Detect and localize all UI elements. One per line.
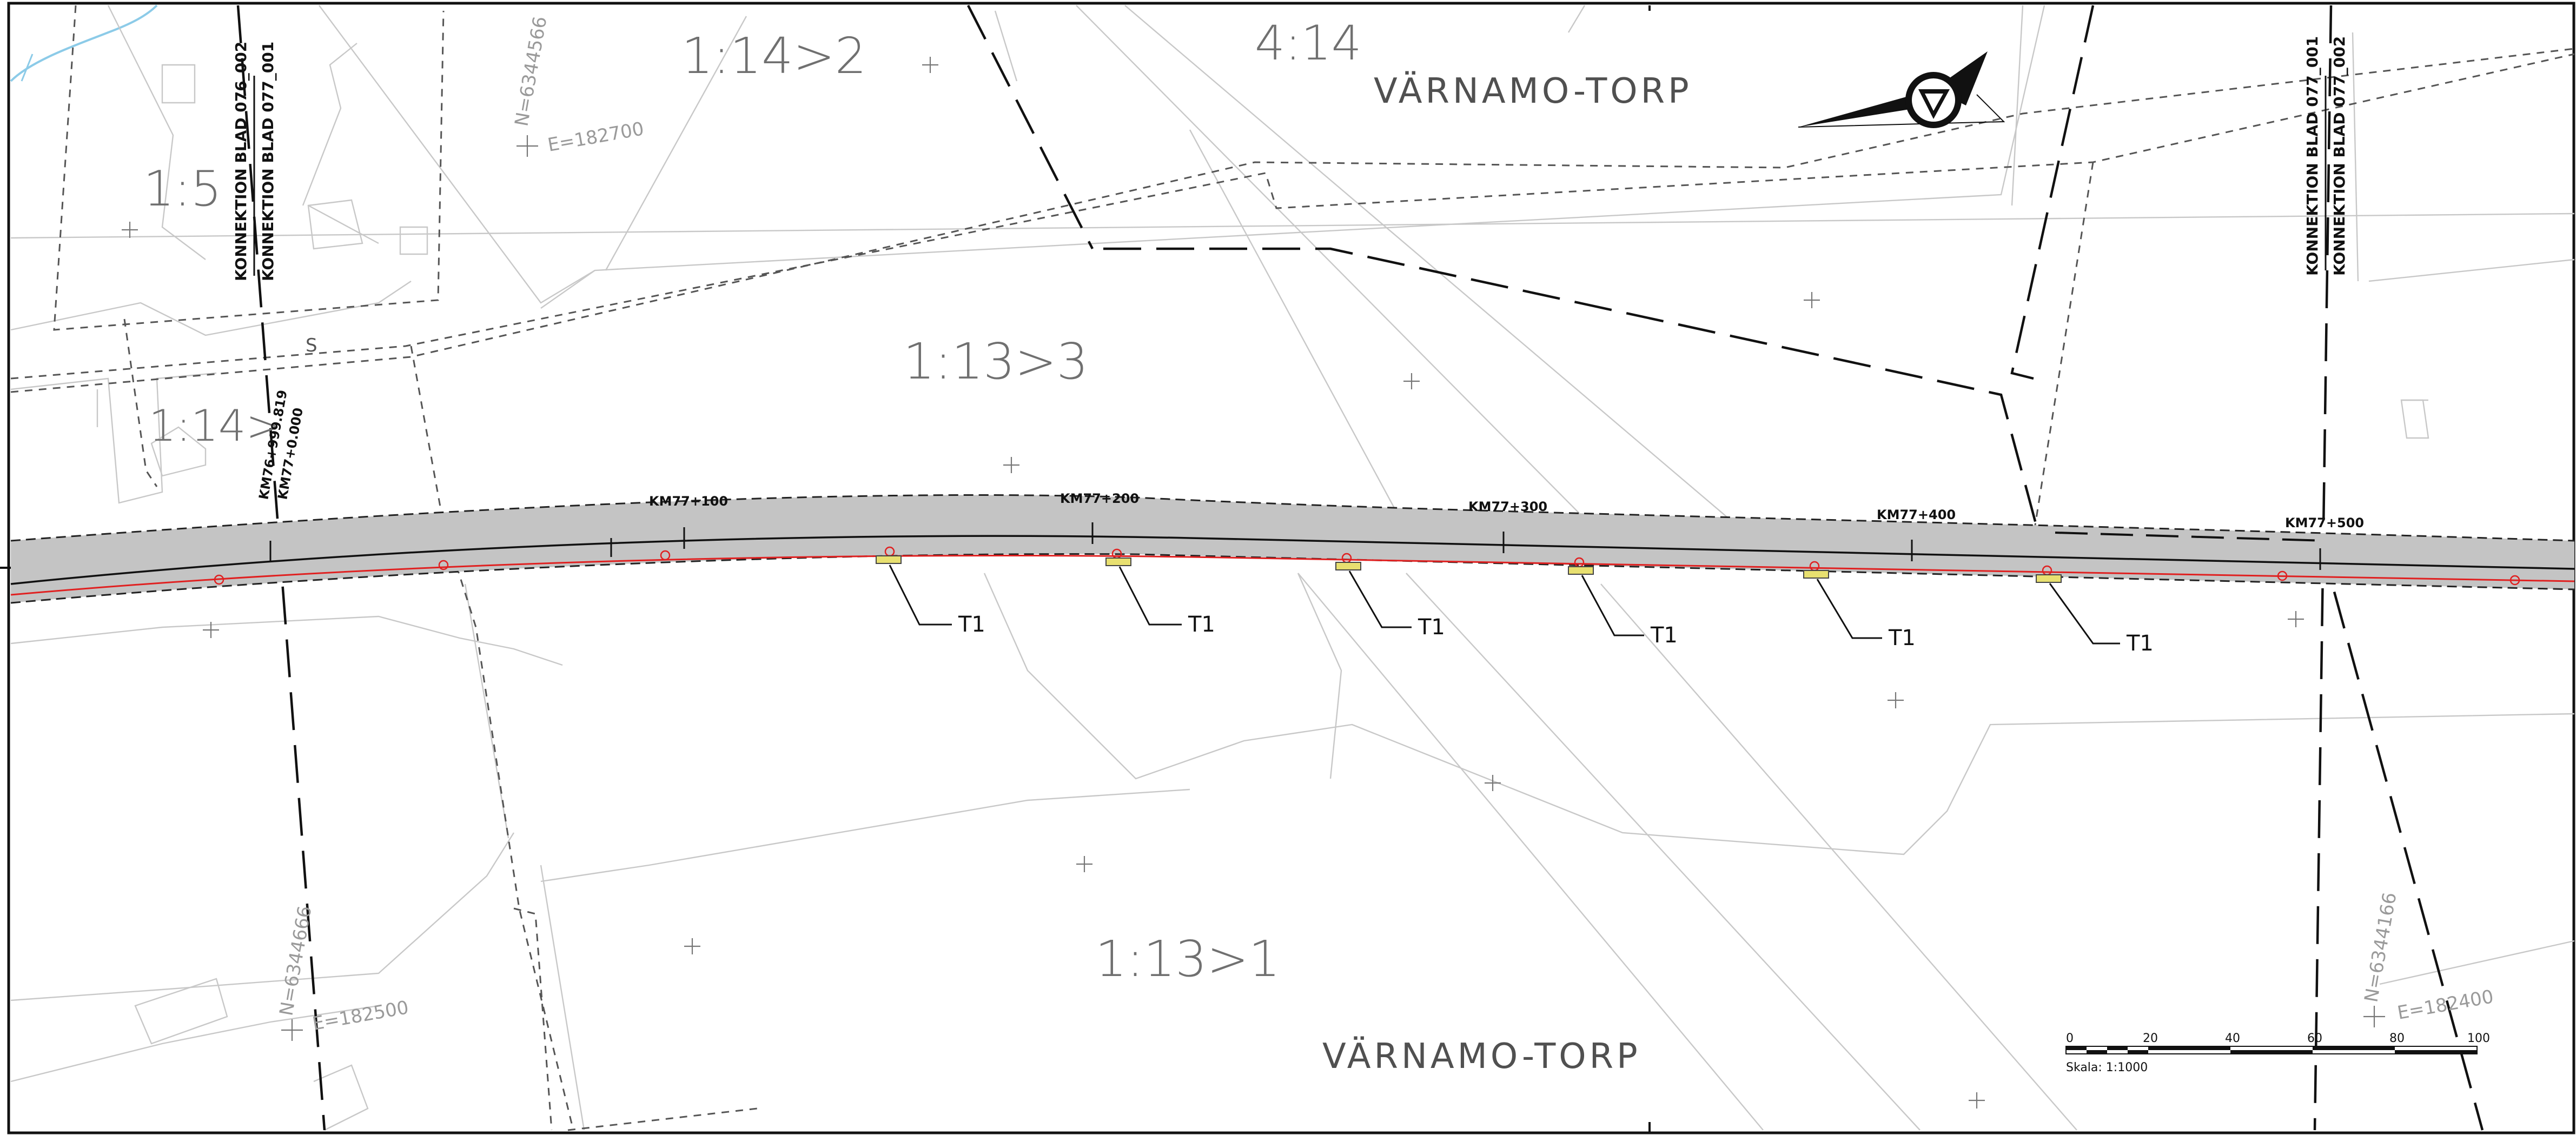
scale-tick-40: 40 — [2225, 1032, 2240, 1045]
coord-label: E=182500 — [311, 997, 410, 1035]
post-label: T1 — [1418, 615, 1445, 640]
water-stream — [10, 4, 158, 82]
post-label: T1 — [1650, 623, 1678, 648]
north-arrow-icon — [1798, 51, 2005, 128]
post-label: T1 — [1188, 612, 1215, 637]
post-label: T1 — [958, 612, 985, 637]
route-line — [10, 555, 2575, 596]
property-label: 1:14> — [149, 401, 282, 451]
property-label: 1:5 — [143, 161, 222, 217]
post-marker — [1803, 570, 1882, 639]
post-label: T1 — [2126, 631, 2154, 656]
road-tag-label: S — [306, 335, 317, 356]
connection-label: KONNEKTION BLAD 077_001 — [2303, 36, 2321, 276]
post-marker — [876, 555, 952, 626]
connection-label: KONNEKTION BLAD 077_002 — [2330, 36, 2348, 276]
post-markers — [876, 555, 2120, 645]
parcel-lines — [10, 5, 2575, 1131]
property-label: 4:14 — [1255, 15, 1362, 71]
post-marker — [1335, 562, 1412, 628]
connection-label: KONNEKTION BLAD 076_002 — [232, 42, 250, 281]
post-label: T1 — [1888, 626, 1916, 651]
scale-caption: Skala: 1:1000 — [2066, 1061, 2148, 1074]
scale-tick-0: 0 — [2066, 1032, 2074, 1045]
place-name-south: VÄRNAMO-TORP — [1322, 1036, 1641, 1077]
property-label: 1:13>3 — [903, 333, 1088, 390]
property-label: 1:14>2 — [681, 27, 866, 85]
property-label: 1:13>1 — [1095, 930, 1280, 988]
scale-tick-80: 80 — [2389, 1032, 2405, 1045]
chainage-label: KM77+500 — [2285, 515, 2364, 530]
coord-label: N=6344666 — [275, 904, 316, 1017]
scale-tick-60: 60 — [2307, 1032, 2322, 1045]
chainage-label: KM77+100 — [649, 494, 728, 509]
chainage-label: KM77+300 — [1468, 499, 1547, 514]
coord-label: E=182700 — [546, 118, 646, 156]
property-boundaries — [10, 5, 2575, 1131]
post-marker — [1105, 557, 1182, 626]
road-corridor — [10, 494, 2575, 604]
coord-label: E=182400 — [2396, 986, 2495, 1024]
road-centerline — [10, 535, 2575, 585]
post-marker — [2036, 574, 2120, 645]
survey-crosses — [122, 57, 2385, 1109]
scale-bar: 0 20 40 60 80 100 Skala: 1:1000 — [2065, 1032, 2490, 1074]
chainage-ticks — [269, 522, 2321, 570]
coord-label: N=6344566 — [511, 15, 551, 128]
chainage-label: KM77+200 — [1060, 491, 1139, 506]
chainage-label: KM77+400 — [1877, 507, 1956, 522]
scale-tick-20: 20 — [2143, 1032, 2158, 1045]
connection-label: KONNEKTION BLAD 077_001 — [259, 42, 277, 281]
post-marker — [1568, 566, 1644, 636]
coord-label: N=6344166 — [2360, 891, 2401, 1004]
scale-tick-100: 100 — [2467, 1032, 2490, 1045]
place-name-north: VÄRNAMO-TORP — [1374, 71, 1692, 111]
